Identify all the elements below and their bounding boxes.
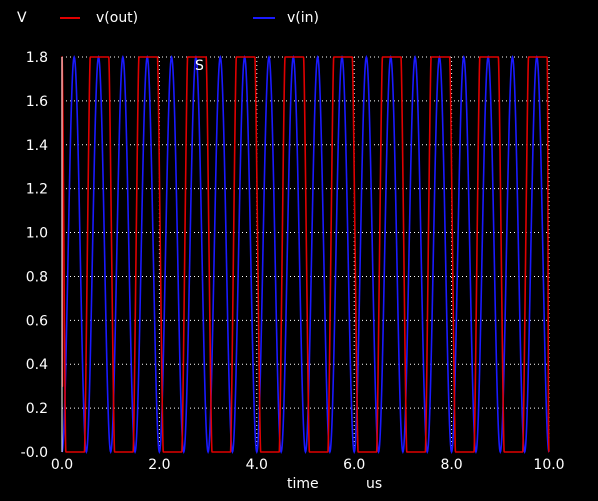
- legend-label-vout: v(out): [96, 10, 138, 26]
- traces: [61, 54, 550, 454]
- x-tick-label: 2.0: [148, 457, 170, 473]
- x-tick-label: 10.0: [533, 457, 564, 473]
- y-tick-label: 0.4: [26, 357, 48, 373]
- series-vin-line: [61, 54, 550, 454]
- labels: V v(out) v(in) time us S: [17, 10, 382, 492]
- y-tick-label: 1.2: [26, 182, 48, 198]
- y-axis-label: V: [17, 10, 27, 26]
- x-axis-label: time: [287, 476, 319, 492]
- y-tick-label: 0.8: [26, 269, 48, 285]
- y-tick-label: 1.6: [26, 94, 48, 110]
- annotation-marker: S: [195, 58, 204, 74]
- y-tick-label: 1.0: [26, 226, 48, 242]
- axes: -0.0 0.2 0.4 0.6 0.8 1.0 1.2 1.4 1.6 1.8 0.0 2.0 4.0…: [21, 50, 565, 473]
- y-tick-label: -0.0: [21, 445, 48, 461]
- x-tick-label: 4.0: [246, 457, 268, 473]
- x-axis-unit: us: [366, 476, 382, 492]
- legend-label-vin: v(in): [287, 10, 319, 26]
- x-tick-label: 0.0: [51, 457, 73, 473]
- y-tick-label: 1.4: [26, 138, 48, 154]
- x-tick-label: 8.0: [440, 457, 462, 473]
- series-vout-line: [61, 56, 550, 453]
- y-tick-label: 1.8: [26, 50, 48, 66]
- x-tick-label: 6.0: [343, 457, 365, 473]
- grid: [62, 56, 550, 452]
- y-tick-label: 0.2: [26, 401, 48, 417]
- y-tick-label: 0.6: [26, 313, 48, 329]
